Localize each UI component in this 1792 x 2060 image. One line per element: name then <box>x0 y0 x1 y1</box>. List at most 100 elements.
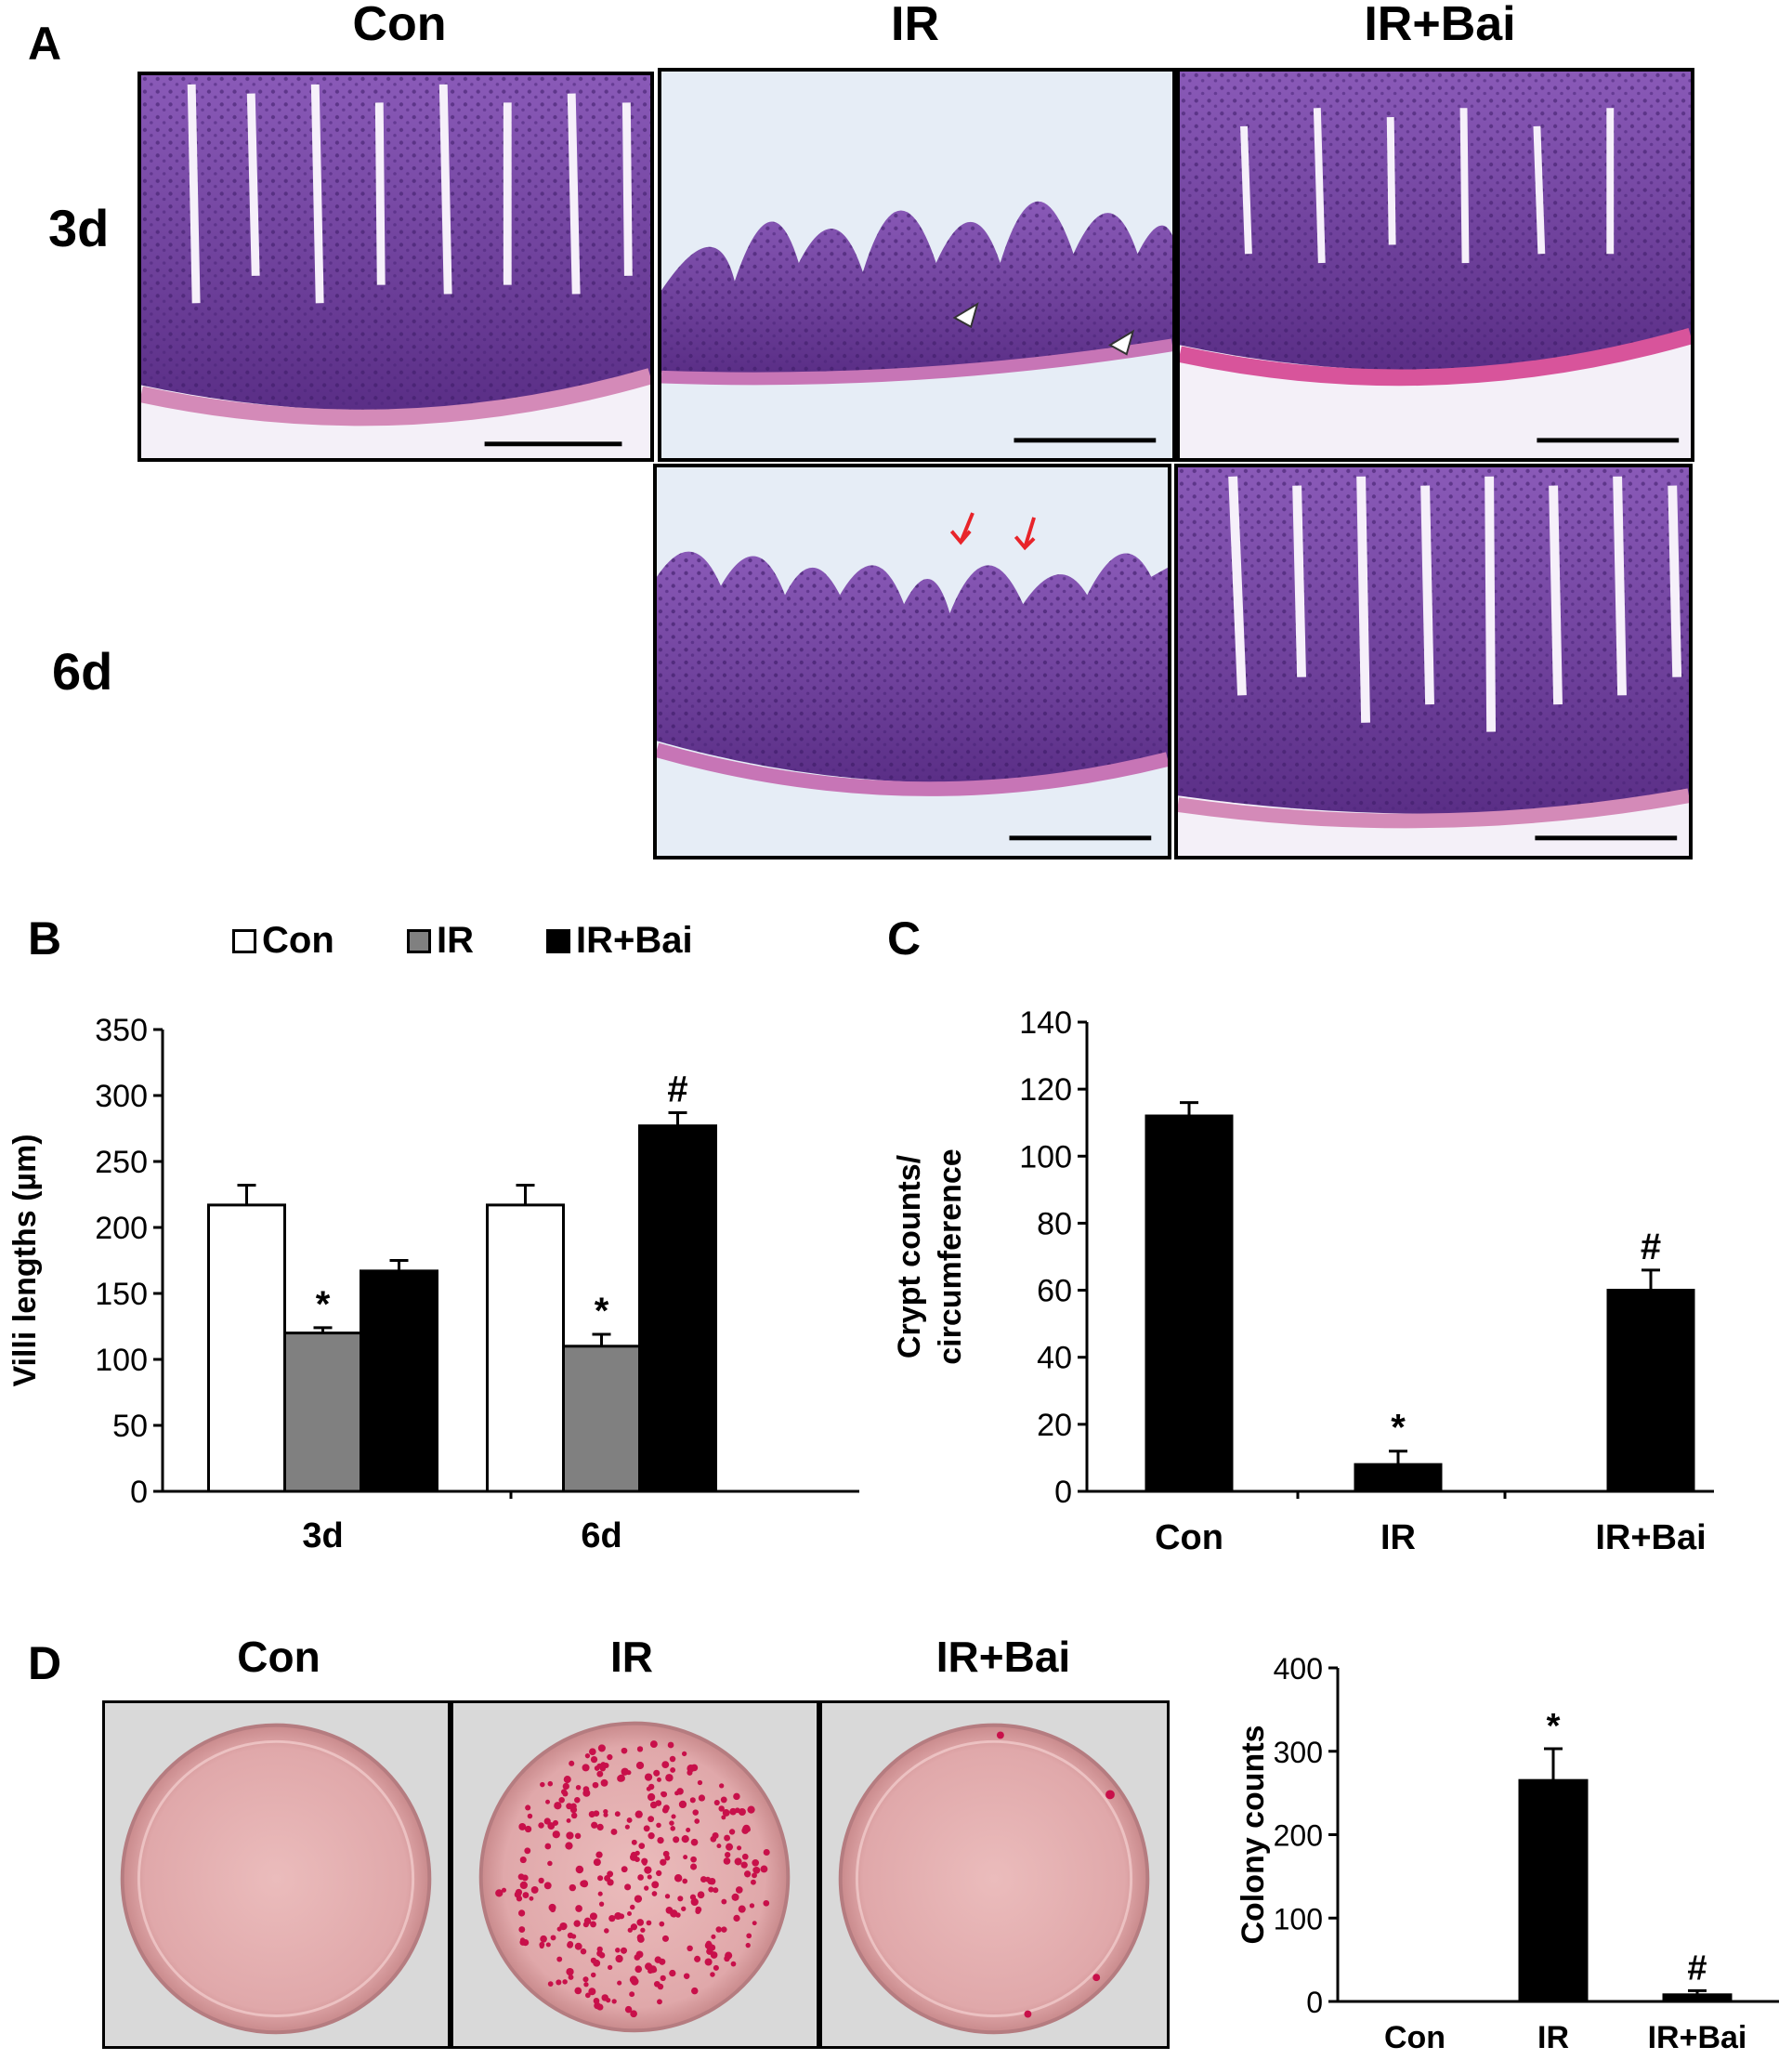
colony-dot <box>635 1950 644 1959</box>
colony-dot <box>570 1934 577 1939</box>
chart-b-bar-3d-con <box>207 1203 286 1493</box>
colony-dot <box>574 1942 582 1950</box>
colony-dot <box>647 1783 655 1791</box>
colony-dot <box>615 1948 621 1953</box>
colony-dot <box>763 1848 770 1857</box>
colony-dot <box>540 1781 545 1788</box>
colony-dot <box>739 1808 746 1816</box>
chart-c-bar-con <box>1145 1114 1234 1493</box>
colony-dot <box>529 1896 534 1901</box>
colony-dot <box>607 1870 614 1878</box>
colony-dot <box>637 1874 644 1881</box>
colony-dot <box>584 1992 591 1999</box>
colony-dot <box>589 1912 597 1921</box>
colony-dot <box>556 1956 563 1962</box>
colony-dot <box>675 1912 681 1918</box>
colony-dot <box>588 1988 596 1996</box>
colony-dot <box>548 1903 556 1911</box>
colony-dot <box>624 1824 630 1830</box>
chart-d-xtick-label-ir-bai: IR+Bai <box>1648 2020 1747 2055</box>
colony-dot <box>669 1755 676 1763</box>
chart-c-ytick-label-120: 120 <box>1019 1072 1072 1108</box>
colony-dot <box>749 1903 755 1909</box>
colony-dot <box>518 1926 526 1933</box>
colony-dot <box>713 1800 720 1806</box>
colony-dot <box>690 1856 697 1863</box>
colony-dot <box>596 1823 604 1831</box>
colony-dot <box>689 1894 697 1900</box>
colony-dot <box>636 1919 645 1926</box>
legend-label-ir-bai: IR+Bai <box>576 920 693 961</box>
colony-dot <box>615 1954 623 1963</box>
colony-dot <box>720 1796 727 1804</box>
colony-dot <box>752 1858 760 1867</box>
chart-b-ytick-label-250: 250 <box>95 1145 148 1180</box>
colony-dot <box>525 1804 531 1811</box>
colony-dot <box>584 1918 591 1925</box>
colony-dot <box>562 1979 568 1985</box>
legend-swatch-con <box>232 928 256 953</box>
colony-dot <box>657 1999 662 2005</box>
colony-dot <box>596 1946 603 1953</box>
colony-dot <box>697 1891 705 1899</box>
colony-dot <box>568 1974 574 1980</box>
colony-dot <box>591 1821 598 1829</box>
colony-dot <box>608 1914 616 1922</box>
colony-dot <box>730 1961 737 1967</box>
colony-dot <box>661 1806 669 1814</box>
colony-dot <box>683 1973 690 1979</box>
colony-dot <box>647 1832 655 1840</box>
chart-b-bar-6d-ir-bai <box>638 1124 717 1493</box>
colony-dot <box>695 1906 702 1913</box>
colony-dot <box>590 1755 598 1764</box>
legend-item-con: Con <box>232 920 334 962</box>
colony-dot <box>565 1842 573 1850</box>
legend-item-ir-bai: IR+Bai <box>546 920 693 962</box>
colony-dot <box>700 1876 707 1883</box>
colony-dot <box>596 1770 604 1778</box>
colony-dot <box>558 1796 565 1804</box>
colony-dot <box>752 1872 757 1879</box>
chart-b-villi-lengths: 0 50 100 150 200 250 300 350 * 3d * #6d Villi length… <box>0 1004 873 1561</box>
colony-dot <box>547 1822 556 1830</box>
colony-dot <box>583 1976 589 1982</box>
colony-dot <box>611 1999 617 2004</box>
chart-b-ytick-label-50: 50 <box>112 1409 148 1444</box>
colony-dot <box>718 1805 725 1812</box>
colony-dot <box>550 1935 556 1941</box>
colony-dot <box>716 1844 722 1849</box>
colony-dot <box>597 1875 604 1882</box>
colony-dot <box>562 1782 569 1791</box>
colony-dot <box>728 1829 736 1835</box>
chart-c-ylabel-line2: circumference <box>933 1148 968 1364</box>
colony-dot <box>694 1955 701 1962</box>
colony-dot <box>647 1816 655 1823</box>
colony-dot <box>711 1934 716 1939</box>
colony-dot <box>659 1921 665 1927</box>
colony-dot <box>745 1942 751 1948</box>
colony-dot <box>589 1748 596 1755</box>
colony-dot <box>599 1765 607 1772</box>
colony-dot <box>689 1797 696 1804</box>
colony-dot <box>725 1851 731 1858</box>
panel-label-a: A <box>28 18 62 70</box>
colony-dot <box>539 1944 544 1949</box>
colony-dot <box>681 1906 687 1911</box>
colony-dot <box>664 1855 671 1861</box>
colony-dot <box>630 2010 637 2018</box>
colony-dot <box>545 1799 550 1804</box>
colony-dot <box>731 1893 739 1901</box>
colony-dot <box>600 1778 608 1787</box>
col-header-ir: IR <box>891 0 939 51</box>
colony-dot <box>540 1935 547 1943</box>
colony-dot <box>618 1913 625 1920</box>
chart-c-bar-ir-bai <box>1606 1289 1695 1493</box>
colony-dot <box>715 1926 722 1933</box>
colony-dot <box>697 1779 703 1786</box>
chart-b-ytick-label-200: 200 <box>95 1211 148 1246</box>
colony-dot <box>721 1898 727 1905</box>
colony-dot <box>574 1832 582 1840</box>
colony-dot <box>737 1845 742 1851</box>
chart-b-ytick-label-350: 350 <box>95 1013 148 1048</box>
colony-dot <box>575 1784 582 1791</box>
